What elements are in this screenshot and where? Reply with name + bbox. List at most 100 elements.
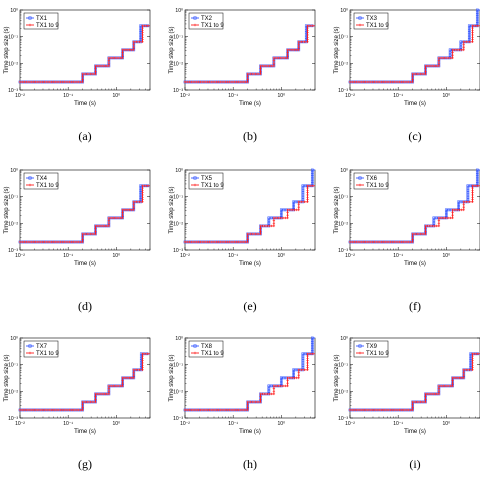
data-point xyxy=(54,408,58,412)
data-point xyxy=(190,240,193,244)
data-point xyxy=(43,80,46,84)
data-point xyxy=(377,240,381,244)
data-point xyxy=(91,72,95,76)
data-point xyxy=(261,392,264,396)
legend-marker xyxy=(358,351,362,355)
y-tick-label: 10⁰ xyxy=(340,168,348,174)
panel-caption: (i) xyxy=(409,457,420,471)
data-point xyxy=(141,196,144,199)
data-point xyxy=(293,48,296,52)
y-tick-label: 10⁻³ xyxy=(8,88,18,94)
data-point xyxy=(391,408,394,412)
data-point xyxy=(462,373,465,377)
data-point xyxy=(393,408,396,412)
data-point xyxy=(471,31,474,34)
legend-marker xyxy=(358,344,362,348)
data-point xyxy=(274,216,278,220)
data-point xyxy=(43,408,46,412)
data-point xyxy=(79,80,82,84)
y-tick-label: 10⁻² xyxy=(8,389,18,395)
data-point xyxy=(121,384,124,388)
data-point xyxy=(267,216,271,220)
data-point xyxy=(471,368,474,372)
data-point xyxy=(462,40,465,44)
data-point xyxy=(424,224,427,228)
x-axis-label: Time (s) xyxy=(74,101,96,107)
data-point xyxy=(261,64,264,68)
data-point xyxy=(112,384,115,388)
data-point xyxy=(219,80,223,84)
data-point xyxy=(41,80,44,84)
data-point xyxy=(437,392,441,396)
data-point xyxy=(476,352,479,355)
data-point xyxy=(281,384,285,388)
data-point xyxy=(94,392,97,396)
data-point xyxy=(188,80,191,84)
data-point xyxy=(251,232,255,236)
data-point xyxy=(94,398,97,401)
data-point xyxy=(94,395,97,398)
data-point xyxy=(50,240,53,244)
data-point xyxy=(107,59,111,62)
data-point xyxy=(295,208,298,212)
data-point xyxy=(421,72,425,76)
data-point xyxy=(306,38,309,41)
data-point xyxy=(284,216,287,220)
data-point xyxy=(432,219,436,222)
data-point xyxy=(141,29,144,32)
data-point xyxy=(437,387,441,390)
data-point xyxy=(306,193,309,197)
data-point xyxy=(306,40,309,44)
legend-label: TX2 xyxy=(201,16,213,22)
panel-caption: (f) xyxy=(409,299,421,313)
data-point xyxy=(446,384,450,388)
data-point xyxy=(435,64,438,68)
data-point xyxy=(81,232,84,236)
data-point xyxy=(437,224,441,228)
data-point xyxy=(297,200,300,204)
legend-label: TX3 xyxy=(366,16,378,22)
data-point xyxy=(453,48,457,52)
data-point xyxy=(471,26,474,30)
data-point xyxy=(404,408,408,412)
data-point xyxy=(476,24,479,27)
data-point xyxy=(400,240,403,244)
x-tick-label: 10⁰ xyxy=(113,253,121,259)
x-tick-label: 10⁻² xyxy=(345,93,355,99)
data-point xyxy=(38,240,42,244)
data-point xyxy=(254,400,257,404)
data-point xyxy=(98,64,102,68)
data-point xyxy=(444,211,448,214)
data-point xyxy=(395,408,399,412)
data-point xyxy=(382,408,385,412)
data-point xyxy=(272,387,276,390)
data-point xyxy=(210,408,214,412)
data-point xyxy=(311,24,314,27)
data-point xyxy=(306,26,309,30)
data-point xyxy=(297,48,300,52)
data-point xyxy=(65,408,69,412)
data-point xyxy=(288,48,292,52)
data-point xyxy=(471,357,474,360)
data-point xyxy=(86,232,90,236)
data-point xyxy=(121,216,124,220)
data-point xyxy=(45,408,49,412)
data-point xyxy=(183,240,187,244)
data-point xyxy=(143,352,147,355)
x-axis-label: Time (s) xyxy=(74,429,96,435)
data-point xyxy=(411,408,414,412)
x-tick-label: 10⁰ xyxy=(278,421,286,427)
data-point xyxy=(368,240,372,244)
data-point xyxy=(18,240,22,244)
data-point xyxy=(426,224,429,228)
y-tick-label: 10⁻³ xyxy=(8,248,18,254)
data-point xyxy=(297,208,300,212)
data-point xyxy=(279,216,282,220)
data-point xyxy=(471,200,474,204)
legend-label: TX7 xyxy=(36,344,48,350)
data-point xyxy=(300,40,303,44)
y-tick-label: 10⁻¹ xyxy=(8,35,18,41)
legend-marker xyxy=(193,16,197,20)
data-point xyxy=(54,80,58,84)
